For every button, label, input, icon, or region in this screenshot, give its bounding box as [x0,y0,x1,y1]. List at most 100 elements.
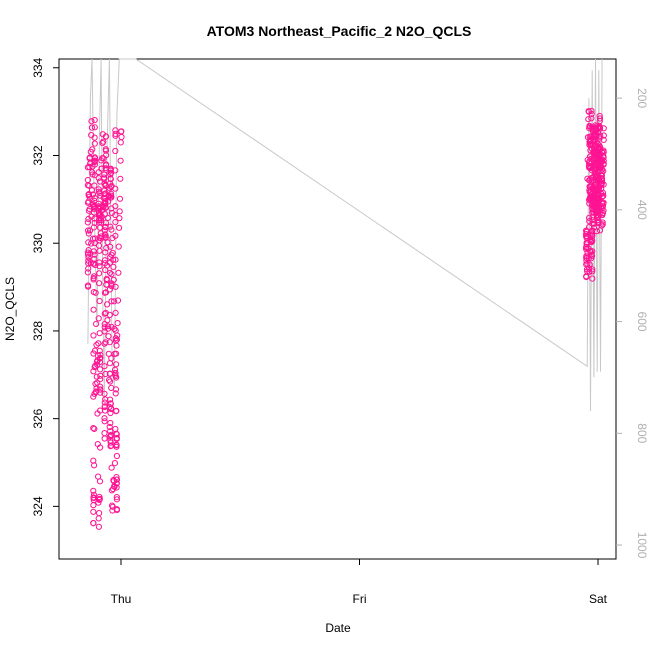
data-point [594,155,601,162]
data-point [91,124,98,131]
data-point [96,347,103,354]
data-point [84,269,92,276]
data-point [586,162,593,169]
data-point [106,269,114,276]
data-point [107,439,114,446]
data-point [90,508,97,515]
data-point [598,179,606,186]
data-point [102,133,110,140]
y-tick-label: 332 [31,145,45,165]
data-point [101,324,108,331]
data-point [91,159,98,166]
y-right-tick-label: 400 [635,200,649,220]
data-point [112,147,119,155]
data-point [107,396,114,403]
y-axis-right: 200 400 600 800 1000 [616,88,649,559]
data-point [589,248,596,255]
data-point [112,232,119,239]
data-point [596,135,603,142]
y-axis-label: N2O_QCLS [3,277,17,341]
data-point [93,320,100,327]
data-point [102,231,109,238]
y-right-tick-label: 600 [635,312,649,332]
data-point [96,478,104,485]
data-point [107,419,114,427]
data-point [116,208,123,215]
data-point [101,418,108,425]
data-point [105,333,112,340]
data-point [600,149,607,156]
data-point [90,368,97,375]
data-point [85,283,92,290]
data-point [595,169,602,176]
data-point [92,380,99,387]
data-point [118,128,125,135]
data-point [113,407,120,414]
data-point [91,155,99,162]
data-point [583,261,590,268]
data-point [102,146,109,153]
data-point [88,187,96,194]
data-point [600,207,607,214]
data-point [112,327,119,334]
data-point [107,443,114,450]
data-point [116,195,124,202]
data-point [95,499,102,506]
data-point [600,200,607,207]
data-point [589,209,596,216]
data-point [95,515,102,522]
data-point [600,160,607,167]
data-point [97,383,104,390]
data-point [599,209,607,217]
data-point [117,139,124,146]
data-point [600,136,607,143]
data-point [86,163,93,171]
data-point [85,254,92,261]
data-point [96,495,103,502]
data-point [101,415,108,422]
data-point [90,275,97,282]
data-point [93,385,100,392]
data-point [101,363,108,370]
data-point [111,298,118,305]
data-point [113,434,120,442]
data-point [583,257,590,264]
data-point [104,214,111,221]
data-point [600,192,607,199]
data-point [91,425,98,432]
data-point [595,185,602,192]
data-point [113,336,121,343]
data-point [100,138,107,145]
data-point [112,390,119,397]
data-point [588,115,595,122]
data-point [594,129,602,136]
data-point [599,221,606,228]
data-point [598,175,605,182]
data-point [111,460,119,467]
data-point [90,491,98,498]
data-point [102,198,109,205]
data-point [594,216,602,224]
y-right-tick-label: 200 [635,88,649,108]
data-point [96,297,103,305]
data-point [95,200,102,207]
data-point [101,435,108,442]
data-point [584,239,591,246]
data-point [91,219,98,226]
data-point [96,263,103,270]
data-point [95,242,103,249]
data-point [102,339,109,346]
data-point [591,134,599,141]
data-point [594,162,601,169]
data-point [84,219,92,226]
data-point [114,297,122,304]
data-point [87,159,94,166]
data-point [87,227,94,234]
data-point [96,270,103,277]
altitude-line [87,58,603,412]
chart-title: ATOM3 Northeast_Pacific_2 N2O_QCLS [207,23,472,39]
data-point [596,142,603,149]
y-tick-label: 326 [31,408,45,428]
data-point [90,520,97,527]
